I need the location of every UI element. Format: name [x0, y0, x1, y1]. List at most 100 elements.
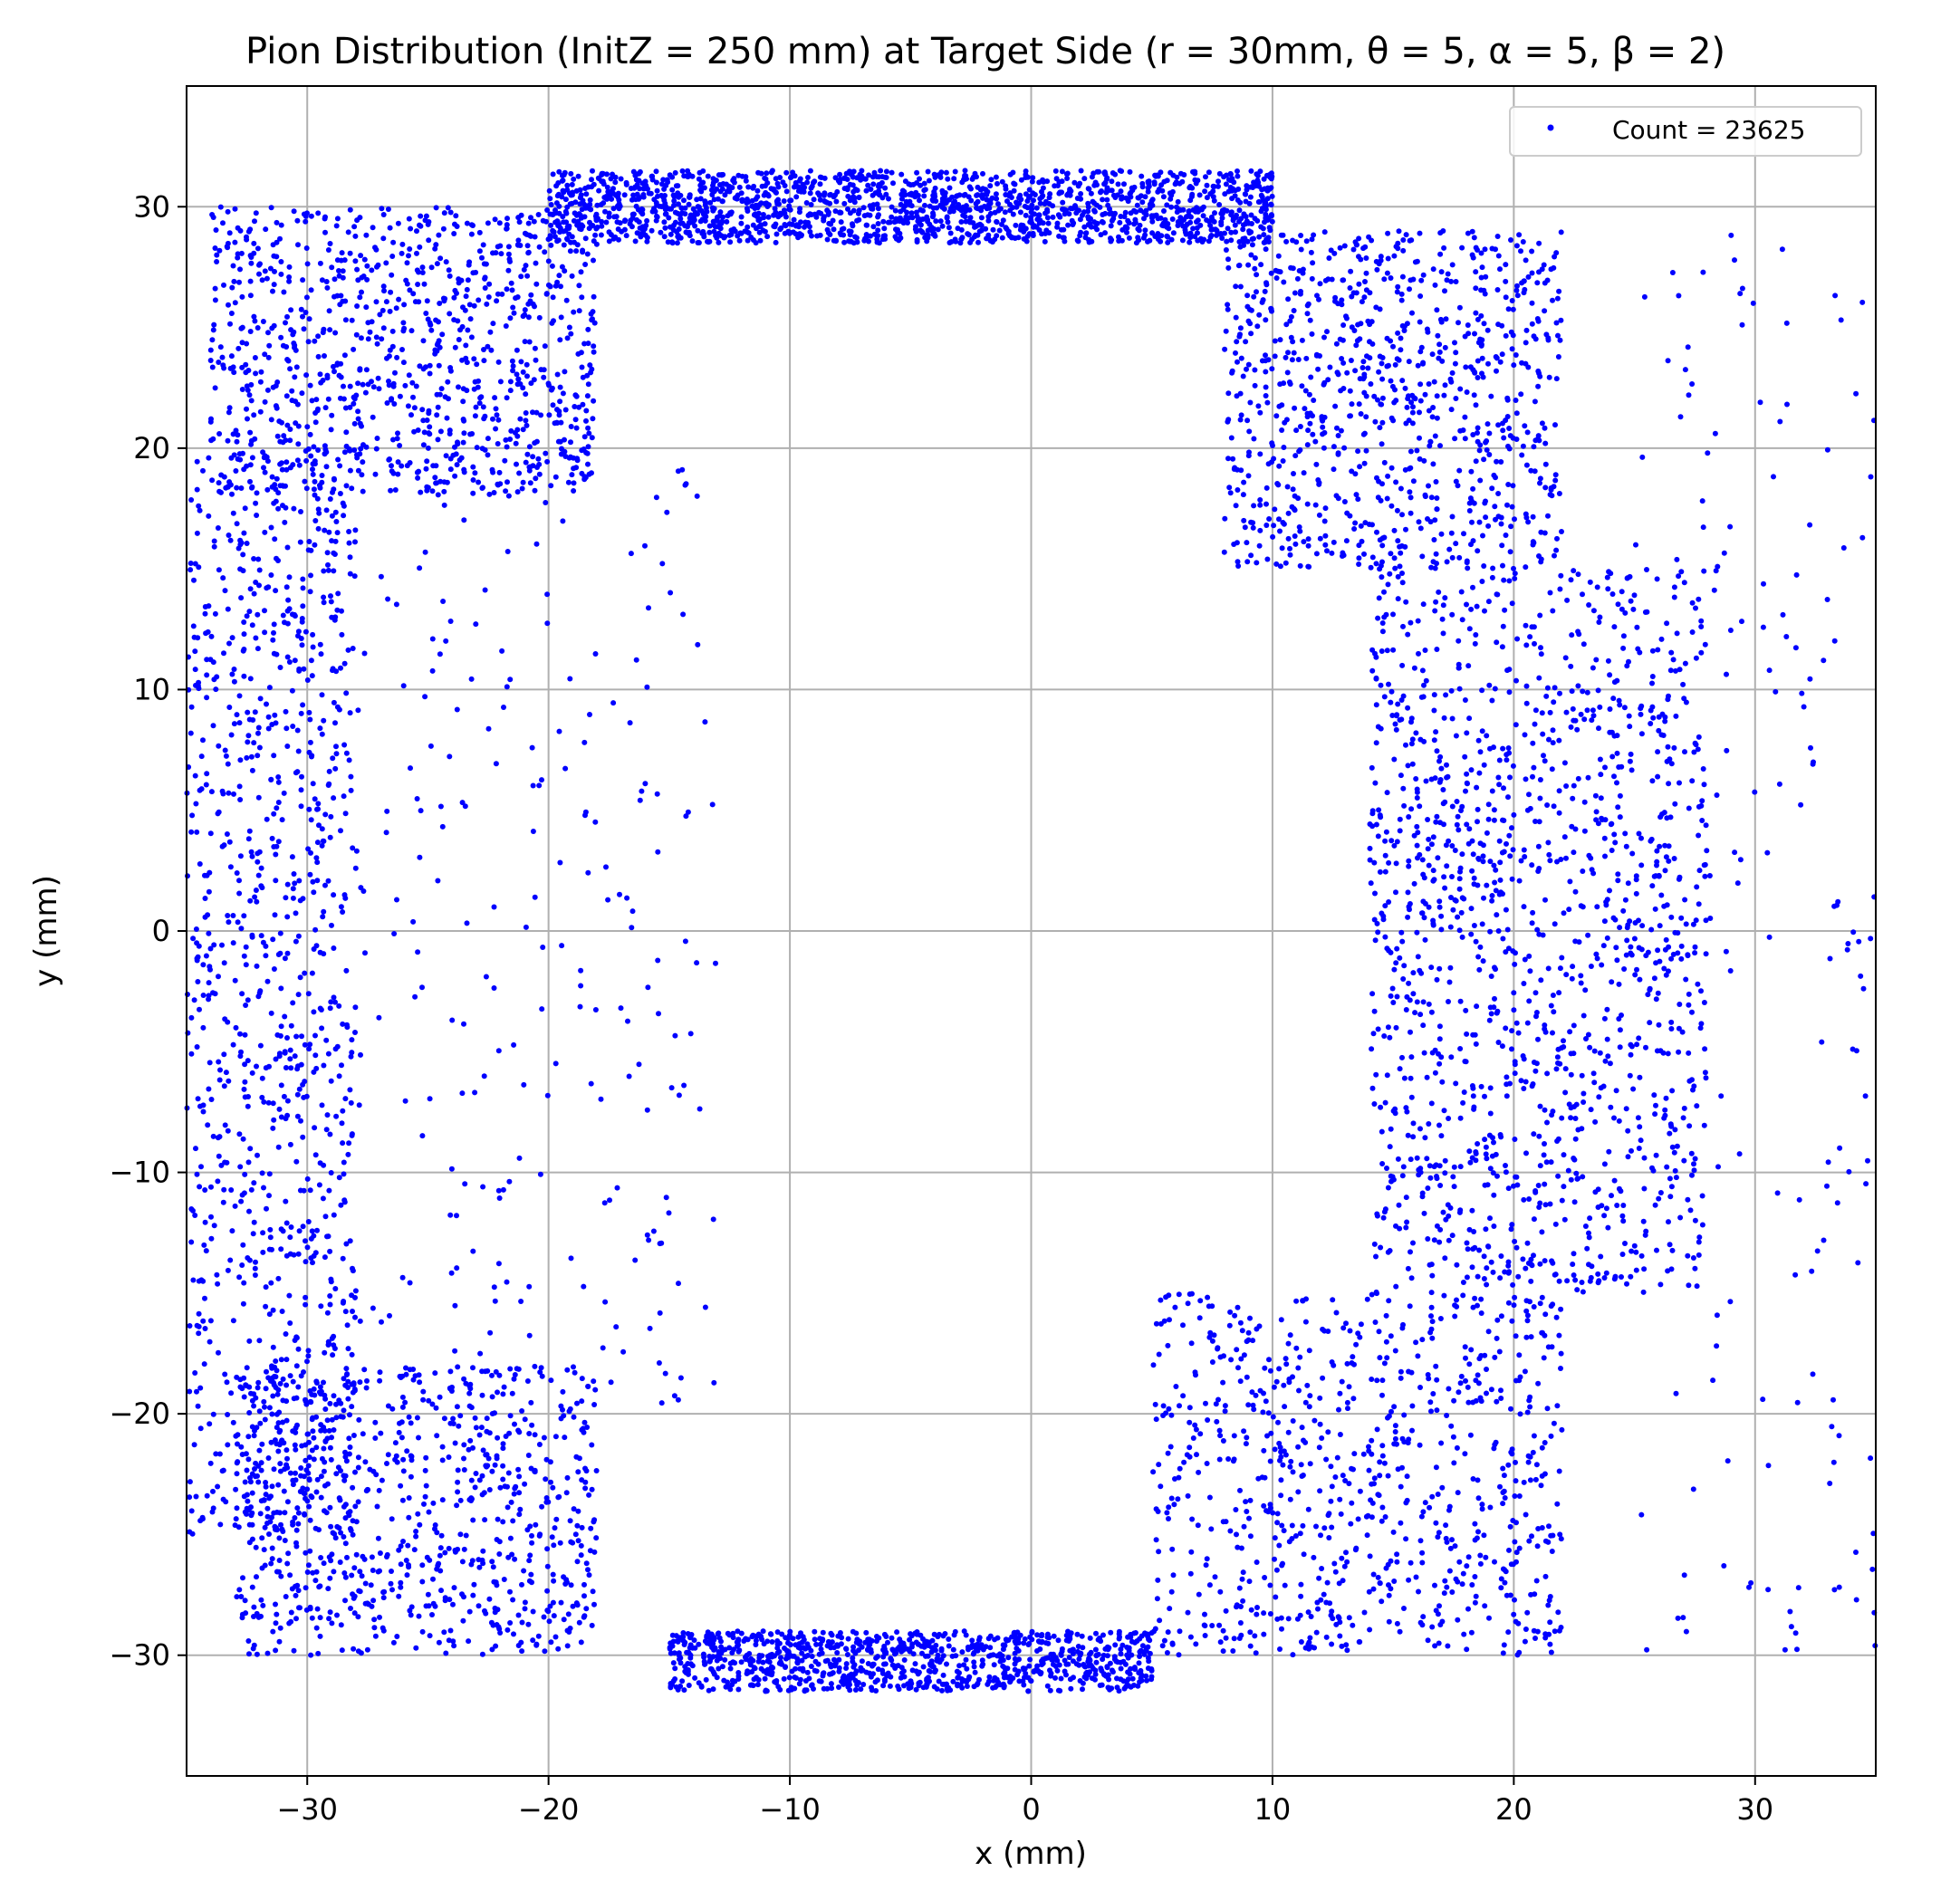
- data-point: [856, 1647, 861, 1654]
- data-point: [486, 1596, 493, 1602]
- data-point: [384, 355, 389, 361]
- data-point: [226, 405, 233, 411]
- data-point: [790, 1636, 796, 1642]
- data-point: [298, 509, 303, 514]
- data-point: [243, 944, 249, 950]
- data-point: [1114, 1684, 1120, 1691]
- data-point: [908, 1631, 914, 1637]
- data-point: [747, 1662, 754, 1668]
- data-point: [1065, 222, 1071, 228]
- data-point: [523, 391, 529, 398]
- data-point: [925, 1653, 931, 1659]
- data-point: [1187, 235, 1194, 241]
- data-point: [1099, 188, 1104, 194]
- data-point: [360, 459, 366, 465]
- data-point: [996, 227, 1003, 234]
- data-point: [290, 1000, 296, 1006]
- data-point: [555, 180, 562, 186]
- data-point: [289, 388, 295, 394]
- data-point: [245, 1498, 251, 1504]
- data-point: [336, 273, 342, 279]
- data-point: [195, 1096, 201, 1102]
- data-point: [207, 1460, 214, 1466]
- data-point: [978, 223, 985, 229]
- data-point: [298, 1061, 304, 1068]
- data-point: [454, 462, 460, 468]
- data-point: [300, 576, 306, 582]
- data-point: [223, 1499, 229, 1505]
- data-point: [848, 1675, 853, 1682]
- data-point: [859, 1658, 865, 1665]
- data-point: [589, 184, 595, 190]
- data-point: [1077, 216, 1083, 223]
- data-point: [1029, 178, 1035, 185]
- data-point: [299, 1033, 304, 1040]
- data-point: [357, 420, 363, 427]
- data-point: [495, 359, 502, 365]
- data-point: [245, 997, 251, 1003]
- data-point: [211, 677, 217, 683]
- data-point: [1268, 185, 1274, 191]
- data-point: [670, 1638, 677, 1645]
- data-point: [251, 556, 257, 561]
- data-point: [187, 1388, 193, 1395]
- data-point: [286, 1292, 293, 1299]
- data-point: [1086, 186, 1092, 192]
- data-point: [235, 456, 241, 462]
- data-point: [242, 1032, 248, 1038]
- data-point: [301, 1094, 307, 1100]
- data-point: [569, 234, 575, 240]
- data-point: [507, 379, 514, 385]
- data-point: [396, 1593, 402, 1599]
- data-point: [292, 342, 298, 349]
- data-point: [284, 654, 291, 660]
- data-point: [363, 232, 370, 238]
- data-point: [1080, 1680, 1086, 1686]
- data-point: [891, 219, 898, 226]
- data-point: [505, 267, 512, 273]
- data-point: [194, 1388, 199, 1395]
- data-point: [303, 245, 310, 251]
- data-point: [1169, 188, 1176, 195]
- data-point: [593, 1468, 600, 1473]
- data-point: [310, 1260, 315, 1266]
- data-point: [231, 369, 237, 376]
- data-point: [923, 1684, 929, 1690]
- data-point: [227, 864, 234, 870]
- data-point: [387, 308, 393, 314]
- data-point: [301, 666, 307, 672]
- data-point: [464, 220, 470, 226]
- data-point: [847, 181, 853, 187]
- data-point: [921, 193, 927, 199]
- data-point: [1053, 176, 1060, 182]
- data-point: [543, 1476, 549, 1483]
- data-point: [799, 1657, 805, 1664]
- data-point: [1190, 226, 1196, 232]
- data-point: [1086, 222, 1091, 228]
- data-point: [1091, 219, 1098, 226]
- data-point: [347, 1412, 352, 1418]
- data-point: [513, 440, 519, 446]
- data-point: [240, 1300, 246, 1307]
- data-point: [264, 701, 269, 707]
- data-point: [447, 365, 454, 370]
- data-point: [413, 1529, 419, 1534]
- data-point: [908, 210, 915, 216]
- data-point: [773, 239, 779, 245]
- data-point: [194, 1171, 200, 1177]
- data-point: [1047, 191, 1053, 197]
- data-point: [421, 1501, 427, 1507]
- data-point: [426, 237, 432, 244]
- data-point: [192, 561, 198, 567]
- data-point: [266, 342, 273, 349]
- data-point: [668, 231, 674, 237]
- data-point: [653, 168, 659, 175]
- data-point: [336, 372, 342, 379]
- data-point: [764, 1688, 770, 1694]
- data-point: [226, 790, 232, 796]
- data-point: [219, 354, 226, 360]
- data-point: [668, 1650, 674, 1656]
- data-point: [815, 1661, 821, 1667]
- data-point: [267, 1226, 274, 1233]
- data-point: [573, 465, 580, 471]
